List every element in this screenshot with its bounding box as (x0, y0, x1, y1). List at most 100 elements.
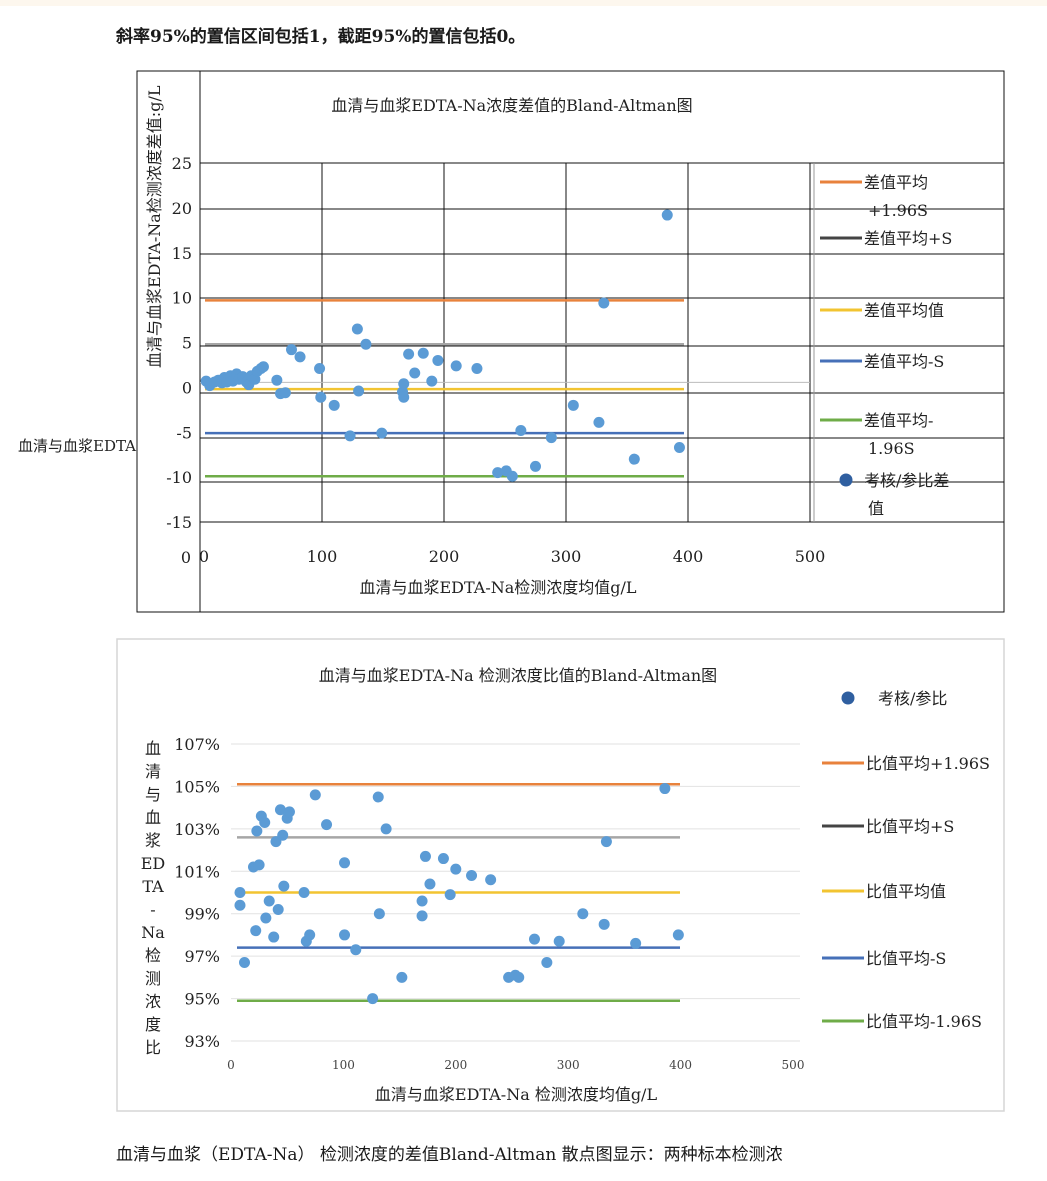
chart1-y-tick: 25 (172, 154, 192, 173)
chart1-point (492, 467, 504, 479)
chart2-point (263, 895, 275, 907)
chart1-x-tick: 500 (795, 547, 826, 566)
chart2-point (234, 887, 246, 898)
chart1-point (286, 344, 297, 356)
chart1-x-axis-label: 血清与血浆EDTA-Na检测浓度均值g/L (359, 578, 636, 597)
chart1-y-axis-label: 血清与血浆EDTA-Na检测浓度差值:g/L (145, 85, 164, 368)
chart2-y-tick: 93% (184, 1032, 220, 1051)
chart2-point (339, 857, 351, 869)
chart2-y-tick: 101% (174, 862, 220, 881)
chart2-legend-label: 比值平均-S (866, 949, 946, 968)
chart2-point (234, 899, 246, 911)
chart1-y-tick: 5 (182, 334, 192, 353)
chart2-x-tick: 400 (669, 1058, 692, 1072)
chart2-point (350, 944, 362, 956)
chart1-point (257, 361, 269, 373)
chart1-scatter-points (200, 209, 685, 482)
chart1-point (409, 367, 421, 379)
chart2-legend-label: 比值平均+1.96S (866, 754, 990, 773)
chart2-point (304, 929, 316, 941)
chart2-point (396, 971, 408, 983)
chart1-gridlines (200, 162, 1004, 523)
chart2-point (260, 912, 272, 924)
chart2-point (253, 859, 265, 871)
chart2-title: 血清与血浆EDTA-Na 检测浓度比值的Bland-Altman图 (319, 666, 717, 685)
chart2-legend-label: 比值平均+S (866, 817, 954, 836)
chart2-point (339, 929, 351, 941)
chart2-point (283, 806, 295, 818)
chart2-x-tick: 200 (444, 1058, 467, 1072)
chart2-point (577, 908, 589, 920)
chart1-point (661, 209, 673, 221)
chart1-y-tick-labels: 25 20 15 10 5 0 -5 -10 -15 (166, 154, 192, 532)
chart2-point (419, 850, 431, 862)
chart1-point (271, 374, 283, 386)
chart1-point (328, 399, 340, 411)
chart1-outer-frame (136, 70, 1005, 613)
chart2-point (373, 908, 385, 920)
chart2-point (466, 870, 478, 882)
chart2-x-tick-labels: 0 100 200 300 400 500 (227, 1058, 804, 1072)
chart2-point (321, 819, 333, 831)
chart2-x-tick: 100 (332, 1058, 355, 1072)
chart2-scatter-points (234, 783, 684, 1005)
ratio-bland-altman-chart: 血清与血浆EDTA-Na 检测浓度比值的Bland-Altman图 107%10… (116, 638, 1005, 1112)
chart2-point (274, 804, 286, 816)
chart2-y-tick: 105% (174, 777, 220, 796)
chart1-legend-label: 差值平均-S (864, 352, 944, 371)
chart2-point (416, 910, 428, 922)
chart1-y-tick: -5 (176, 423, 192, 442)
chart1-legend-label: 差值平均-1.96S (864, 411, 933, 458)
chart1-x-tick: 100 (307, 547, 338, 566)
chart1-legend-label: 差值平均+S (864, 229, 952, 248)
chart1-origin-label: 0 (181, 548, 191, 567)
chart2-point (600, 836, 612, 848)
chart1-point (450, 360, 462, 372)
chart2-point (444, 889, 456, 901)
chart2-legend-swatch (841, 691, 855, 705)
chart2-point (528, 933, 540, 945)
chart2-point (380, 823, 392, 835)
chart2-y-axis-label: 血清与血浆 ED TA -Na 检测浓度比 (141, 739, 166, 1057)
chart2-point (309, 789, 321, 801)
chart1-x-tick-labels: 0 100 200 300 400 500 0 (181, 547, 825, 567)
chart2-point (298, 887, 310, 898)
chart1-point (403, 348, 415, 360)
chart2-x-tick: 300 (557, 1058, 580, 1072)
chart1-legend-label: 考核/参比差值 (864, 471, 949, 518)
chart2-point (513, 971, 525, 983)
chart1-point (376, 427, 388, 439)
difference-bland-altman-chart: 血清与血浆EDTA-Na浓度差值的Bland-Altman图 25 20 15 10 5… (18, 70, 1005, 613)
chart1-point (398, 391, 410, 403)
chart2-x-tick: 0 (227, 1058, 235, 1072)
chart2-point (598, 918, 610, 930)
chart1-x-tick: 400 (673, 547, 704, 566)
chart1-point (315, 391, 327, 403)
chart1-point (515, 424, 527, 436)
chart2-point (553, 935, 565, 947)
chart2-point (541, 957, 553, 969)
chart1-x-tick: 200 (429, 547, 460, 566)
chart2-point (672, 929, 684, 941)
chart2-point (277, 829, 289, 841)
chart1-point (432, 354, 444, 366)
chart1-y-tick: -15 (166, 513, 192, 532)
chart2-y-tick: 99% (184, 905, 220, 924)
chart1-legend-label: 差值平均+1.96S (864, 173, 928, 220)
chart2-y-tick: 97% (184, 947, 220, 966)
chart1-y-tick: 20 (172, 199, 192, 218)
chart1-point (360, 338, 372, 350)
chart1-y-tick: 0 (182, 378, 192, 397)
chart1-point (353, 385, 365, 397)
chart1-y-tick: 10 (172, 289, 192, 308)
chart2-point (251, 825, 263, 837)
intro-paragraph: 斜率95%的置信区间包括1，截距95%的置信包括0。 (116, 27, 526, 47)
chart1-point (398, 378, 410, 390)
chart1-y-tick: 15 (172, 244, 192, 263)
chart2-x-tick: 500 (782, 1058, 805, 1072)
chart2-point (630, 937, 642, 949)
chart1-legend-swatch (839, 473, 853, 487)
chart1-point (351, 323, 363, 335)
chart2-y-label-text: 血清与血浆 ED TA -Na 检测浓度比 (141, 739, 166, 1057)
